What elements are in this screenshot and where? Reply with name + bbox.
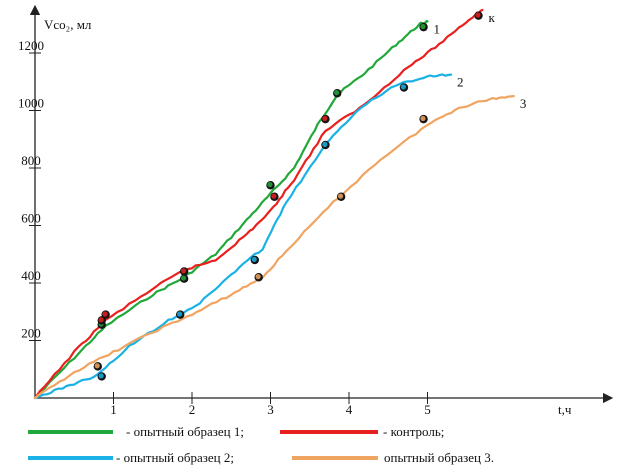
legend: - опытный образец 1; - контроль; - опытный… — [28, 424, 494, 465]
x-tick-label: 3 — [267, 402, 274, 417]
data-point-highlight — [322, 115, 328, 122]
data-point-highlight — [271, 193, 277, 199]
y-tick-label: 400 — [21, 268, 41, 283]
legend-label: - опытный образец 2; — [116, 450, 234, 465]
data-point-highlight — [322, 141, 328, 147]
series-line — [33, 73, 453, 400]
legend-label: - контроль; — [383, 424, 444, 439]
y-tick-label: 200 — [21, 326, 41, 341]
series-end-label: 1 — [434, 21, 441, 36]
data-point-highlight — [180, 268, 187, 274]
series-tags: 1 к 2 3 — [434, 10, 527, 111]
data-point-highlight — [255, 274, 261, 280]
y-axis-title: Vco₂, мл — [44, 17, 92, 32]
x-axis-title: t,ч — [558, 402, 572, 417]
marker-layer — [93, 11, 483, 381]
data-point-highlight — [98, 373, 104, 379]
series-end-label: к — [488, 10, 495, 25]
x-tick-label: 1 — [110, 402, 117, 417]
data-point-highlight — [102, 311, 108, 317]
data-point-highlight — [475, 12, 481, 18]
series-line — [33, 20, 429, 400]
data-point-highlight — [267, 182, 273, 188]
data-point-highlight — [400, 84, 406, 90]
legend-label: - опытный образец 1; — [126, 424, 244, 439]
series-layer — [33, 8, 515, 400]
data-point-highlight — [177, 311, 183, 317]
series-end-label: 2 — [457, 75, 464, 90]
data-point-highlight — [420, 23, 426, 30]
data-point-highlight — [98, 317, 104, 323]
data-point-highlight — [180, 275, 187, 281]
series-end-label: 3 — [520, 96, 527, 111]
series-line — [33, 94, 515, 400]
y-tick-label: 1200 — [18, 38, 44, 53]
legend-label: опытный образец 3. — [384, 450, 494, 465]
data-point-highlight — [251, 256, 257, 262]
x-ticks: 1 2 3 4 5 — [110, 392, 431, 417]
y-tick-label: 600 — [21, 211, 41, 226]
data-point-highlight — [337, 193, 344, 199]
x-tick-label: 2 — [189, 402, 196, 417]
y-tick-label: 1000 — [18, 96, 44, 111]
data-point-highlight — [420, 115, 426, 122]
x-tick-label: 5 — [424, 402, 431, 417]
y-ticks: 200 400 600 800 1000 1200 — [18, 38, 44, 341]
data-point-highlight — [334, 90, 340, 96]
series-line — [33, 8, 484, 400]
y-tick-label: 800 — [21, 153, 41, 168]
data-point-highlight — [94, 363, 100, 369]
x-tick-label: 4 — [346, 402, 353, 417]
